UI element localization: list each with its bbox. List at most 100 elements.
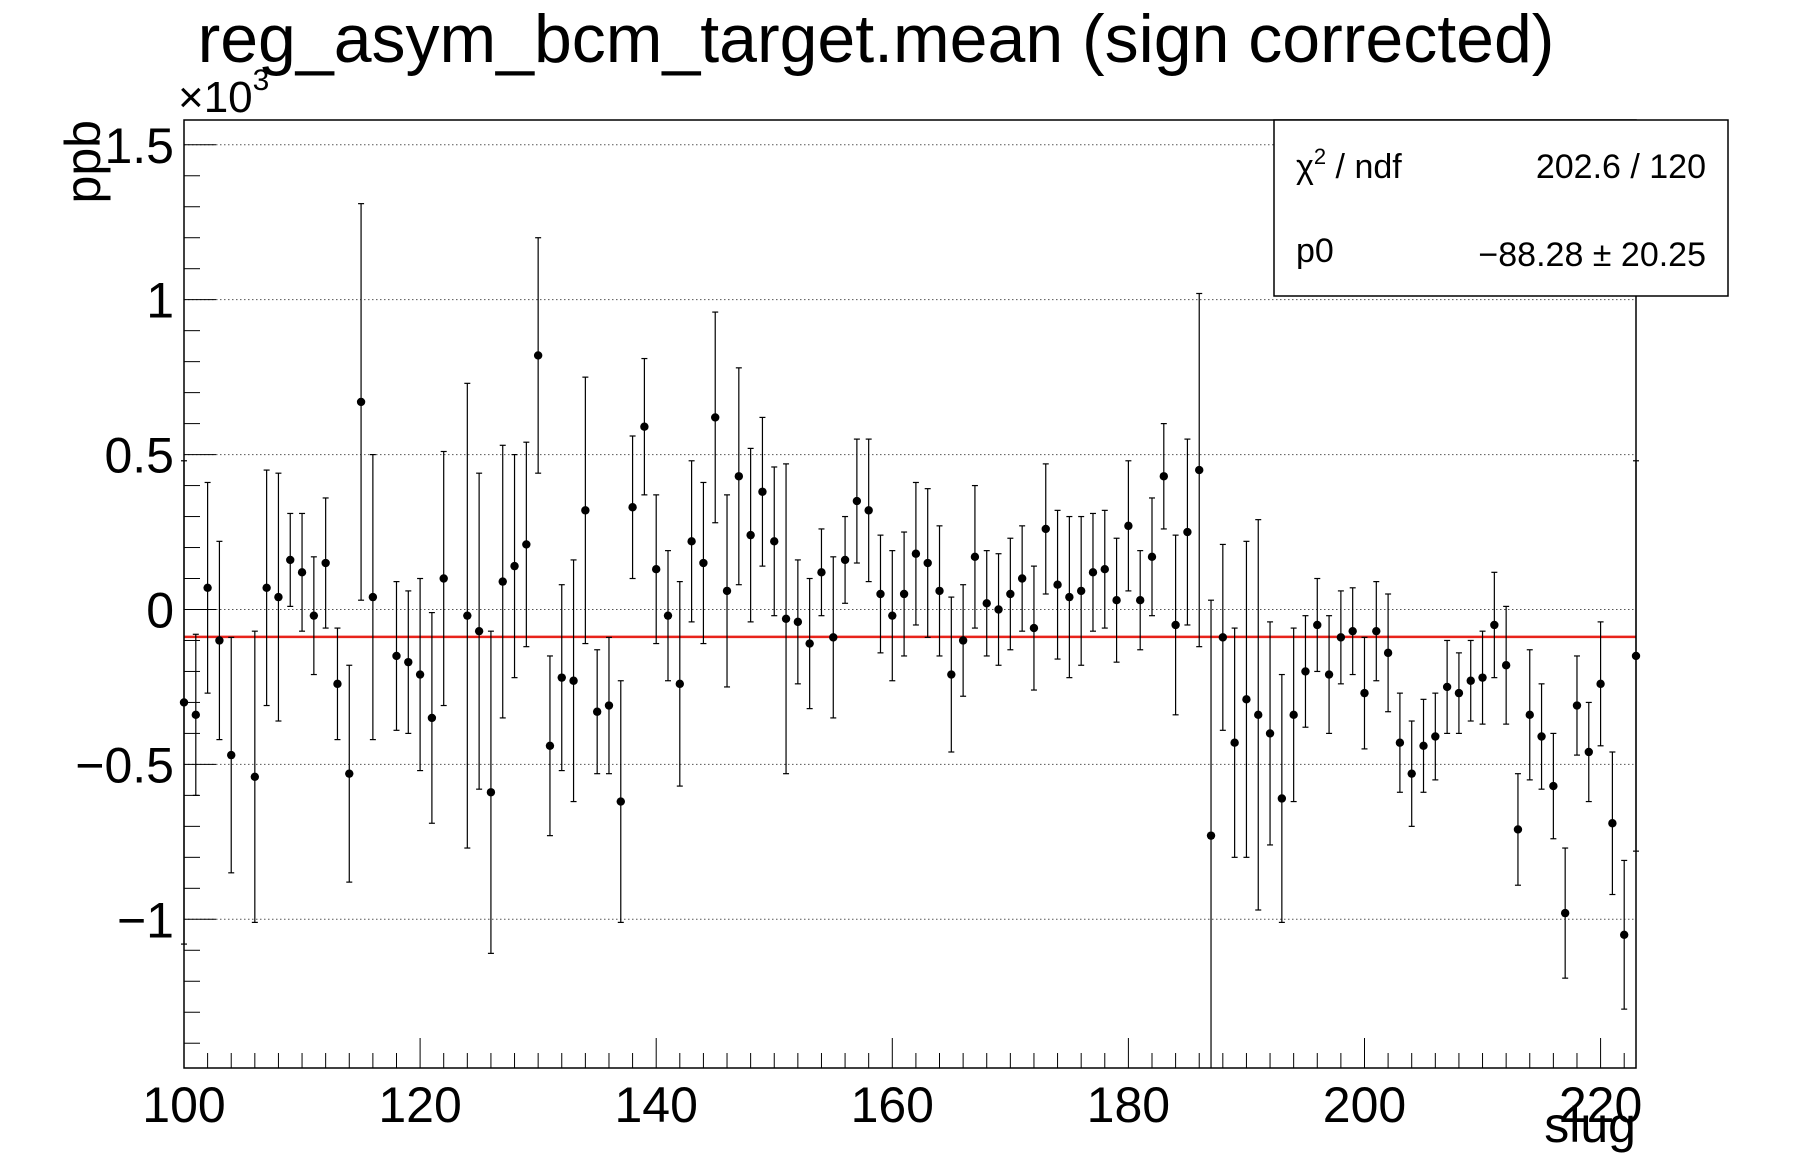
data-marker <box>1017 574 1027 583</box>
data-point <box>1407 720 1416 827</box>
data-point <box>923 488 932 638</box>
data-point <box>675 581 685 787</box>
data-point <box>628 435 637 580</box>
data-marker <box>1324 670 1334 679</box>
data-point <box>1324 615 1334 735</box>
data-point <box>1454 652 1464 735</box>
data-marker <box>1041 524 1050 534</box>
data-point <box>876 534 885 654</box>
data-marker <box>1289 710 1298 720</box>
data-marker <box>1254 710 1263 720</box>
tick-labels: −1 −0.5 0 0.5 1 1.5 100 120 140 160 180 200 220 <box>75 118 1642 1133</box>
data-marker <box>1560 908 1570 918</box>
data-point <box>486 630 496 954</box>
stats-chi2-label: χ2 / ndf <box>1296 144 1402 186</box>
data-marker <box>1619 930 1629 939</box>
data-point <box>592 649 602 775</box>
data-point <box>1348 587 1357 676</box>
data-marker <box>805 639 814 648</box>
data-marker <box>179 698 189 707</box>
data-point <box>1336 590 1346 685</box>
data-marker <box>1088 568 1098 577</box>
data-point <box>1501 605 1511 725</box>
data-point <box>781 463 791 775</box>
data-point <box>262 469 271 707</box>
data-marker <box>817 568 826 577</box>
data-marker <box>970 552 980 562</box>
x-tick-label: 140 <box>614 1077 697 1133</box>
data-point <box>982 550 991 657</box>
data-point <box>345 664 354 883</box>
data-point <box>1619 859 1629 1010</box>
data-marker <box>699 558 708 568</box>
data-marker <box>498 577 507 586</box>
stats-box-frame <box>1273 119 1729 297</box>
data-point <box>1596 621 1605 747</box>
data-point <box>770 466 779 617</box>
data-marker <box>1466 676 1475 685</box>
data-marker <box>404 657 413 667</box>
data-point <box>1112 537 1121 663</box>
data-point <box>1372 581 1381 682</box>
data-marker <box>1112 595 1121 605</box>
data-marker <box>1006 589 1015 599</box>
data-point <box>1549 732 1558 840</box>
stats-p0-value: −88.28 ± 20.25 <box>1478 236 1706 274</box>
data-point <box>711 311 720 524</box>
data-marker <box>1171 620 1180 630</box>
stats-chi2-value: 202.6 / 120 <box>1536 148 1706 186</box>
data-point <box>404 590 413 735</box>
data-marker <box>876 589 885 599</box>
data-marker <box>1242 695 1251 704</box>
data-marker <box>1159 472 1169 481</box>
data-marker <box>616 797 625 806</box>
data-marker <box>1478 673 1487 682</box>
data-point <box>911 481 921 626</box>
data-point <box>888 550 897 682</box>
data-point <box>1230 627 1239 858</box>
data-point <box>1206 599 1216 1068</box>
data-point <box>1006 537 1015 651</box>
data-point <box>1631 460 1641 852</box>
data-marker <box>651 565 661 574</box>
data-marker <box>297 568 307 577</box>
data-point <box>286 512 295 607</box>
data-point <box>604 636 614 775</box>
data-marker <box>274 592 283 602</box>
data-marker <box>1313 620 1322 630</box>
data-point <box>1135 550 1145 651</box>
data-marker <box>899 589 909 599</box>
data-marker <box>1513 825 1523 834</box>
y-axis-label: ppb <box>55 120 111 203</box>
data-point <box>1254 519 1263 911</box>
data-point <box>651 494 661 645</box>
data-point <box>1466 639 1475 722</box>
x-axis-label: slug <box>1544 1097 1636 1153</box>
data-marker <box>1336 633 1346 642</box>
data-point <box>1041 463 1050 595</box>
data-marker <box>1218 633 1228 642</box>
data-point <box>1053 509 1062 660</box>
data-point <box>215 540 224 741</box>
data-marker <box>510 561 519 571</box>
data-marker <box>1584 747 1593 757</box>
y-tick-label: 1 <box>146 273 174 329</box>
data-point <box>392 581 401 731</box>
stats-p0-label: p0 <box>1296 232 1334 270</box>
data-point <box>1395 692 1405 793</box>
data-marker <box>982 599 991 608</box>
axis-ticks <box>183 144 1625 1068</box>
data-point <box>1088 512 1098 632</box>
data-marker <box>581 506 590 515</box>
y-tick-label: −0.5 <box>75 737 174 793</box>
data-point <box>758 416 767 567</box>
data-marker <box>356 397 366 407</box>
data-point <box>179 460 189 945</box>
data-point <box>191 633 201 796</box>
x-tick-label: 180 <box>1087 1077 1170 1133</box>
data-point <box>474 472 484 790</box>
data-point <box>970 484 980 629</box>
data-marker <box>1135 595 1145 605</box>
data-marker <box>947 670 956 679</box>
data-marker <box>722 586 732 596</box>
